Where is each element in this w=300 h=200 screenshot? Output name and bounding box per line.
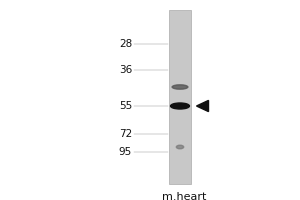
Text: 36: 36 [119,65,132,75]
Ellipse shape [171,103,190,109]
Text: m.heart: m.heart [162,192,207,200]
Text: 28: 28 [119,39,132,49]
Ellipse shape [176,145,184,149]
Text: 95: 95 [119,147,132,157]
Ellipse shape [172,85,188,89]
Text: 72: 72 [119,129,132,139]
Polygon shape [196,100,208,112]
Bar [169,10,190,184]
Text: 55: 55 [119,101,132,111]
